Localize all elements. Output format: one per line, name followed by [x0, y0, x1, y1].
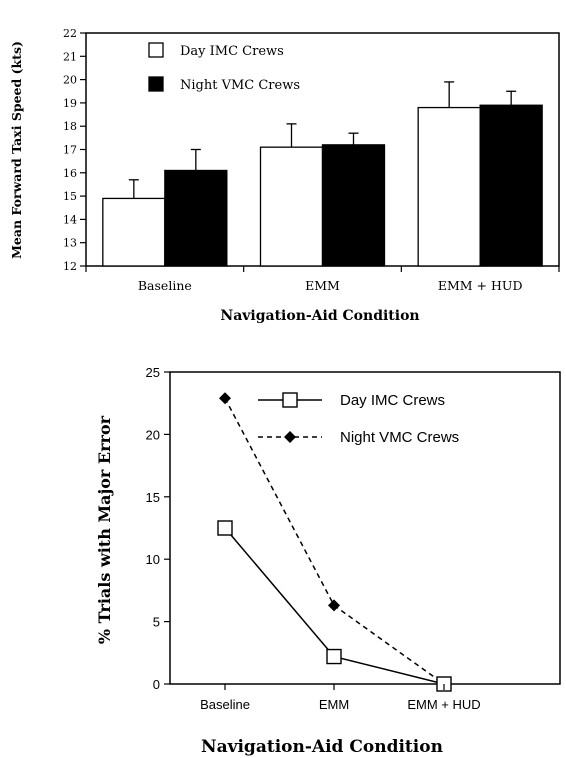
- x-tick-label: EMM + HUD: [438, 278, 523, 293]
- x-tick-label: EMM + HUD: [407, 697, 480, 712]
- y-tick-label: 10: [146, 552, 160, 567]
- y-tick-label: 16: [63, 167, 77, 180]
- x-axis-title: Navigation-Aid Condition: [220, 308, 419, 324]
- y-tick-label: 21: [63, 50, 77, 63]
- x-axis: Baseline EMM EMM + HUD: [85, 266, 560, 293]
- plot-area-frame: [169, 371, 561, 685]
- bar: [321, 144, 386, 267]
- x-tick-label: Baseline: [200, 697, 250, 712]
- y-axis: 0 5 10 15 20 25: [146, 365, 170, 692]
- legend-label: Night VMC Crews: [180, 78, 300, 93]
- legend: Day IMC Crews Night VMC Crews: [148, 42, 300, 93]
- bars: [102, 104, 543, 267]
- legend-swatch: [148, 76, 164, 92]
- y-tick-label: 0: [153, 677, 160, 692]
- legend-marker-diamond: [284, 431, 296, 443]
- y-tick-label: 19: [63, 97, 77, 110]
- legend-label: Day IMC Crews: [180, 44, 284, 59]
- y-tick-label: 13: [63, 237, 77, 250]
- y-tick-label: 12: [63, 260, 77, 273]
- y-tick-label: 18: [63, 120, 77, 133]
- legend-swatch: [148, 42, 164, 58]
- bar: [259, 146, 324, 267]
- x-tick-label: EMM: [305, 278, 340, 293]
- data-point-square: [326, 648, 342, 665]
- legend: Day IMC Crews Night VMC Crews: [258, 392, 459, 446]
- y-tick-label: 14: [63, 213, 77, 226]
- data-point-square: [217, 520, 233, 536]
- y-tick-label: 25: [146, 365, 160, 380]
- bar: [417, 106, 481, 267]
- y-tick-label: 15: [63, 190, 77, 203]
- x-tick-label: Baseline: [138, 278, 192, 293]
- bar: [479, 104, 543, 267]
- y-axis-title: Mean Forward Taxi Speed (kts): [9, 41, 24, 259]
- x-tick-label: EMM: [319, 697, 349, 712]
- y-tick-label: 20: [63, 74, 77, 87]
- line-chart: 0 5 10 15 20 25 Baseline EMM EMM + HUD Day IMC …: [95, 365, 561, 757]
- legend-label: Day IMC Crews: [340, 392, 445, 409]
- x-axis: Baseline EMM EMM + HUD: [200, 684, 481, 712]
- bar: [164, 169, 228, 267]
- bar: [102, 197, 166, 267]
- legend-marker-square: [282, 392, 298, 408]
- legend-label: Night VMC Crews: [340, 429, 459, 446]
- y-tick-label: 5: [153, 615, 160, 630]
- data-point-diamond: [219, 392, 231, 405]
- y-axis-title: % Trials with Major Error: [95, 415, 114, 644]
- error-bars: [128, 81, 517, 199]
- y-tick-label: 17: [63, 144, 77, 157]
- data-point-diamond: [328, 599, 340, 612]
- x-axis-title: Navigation-Aid Condition: [201, 737, 443, 757]
- y-tick-label: 20: [146, 427, 160, 442]
- y-tick-label: 22: [63, 27, 77, 40]
- y-axis: 12 13 14 15 16 17 18 19 20 21 22: [63, 27, 86, 273]
- bar-chart: 12 13 14 15 16 17 18 19 20 21 22 Baseline EMM EMM + …: [9, 27, 560, 324]
- y-tick-label: 15: [146, 490, 160, 505]
